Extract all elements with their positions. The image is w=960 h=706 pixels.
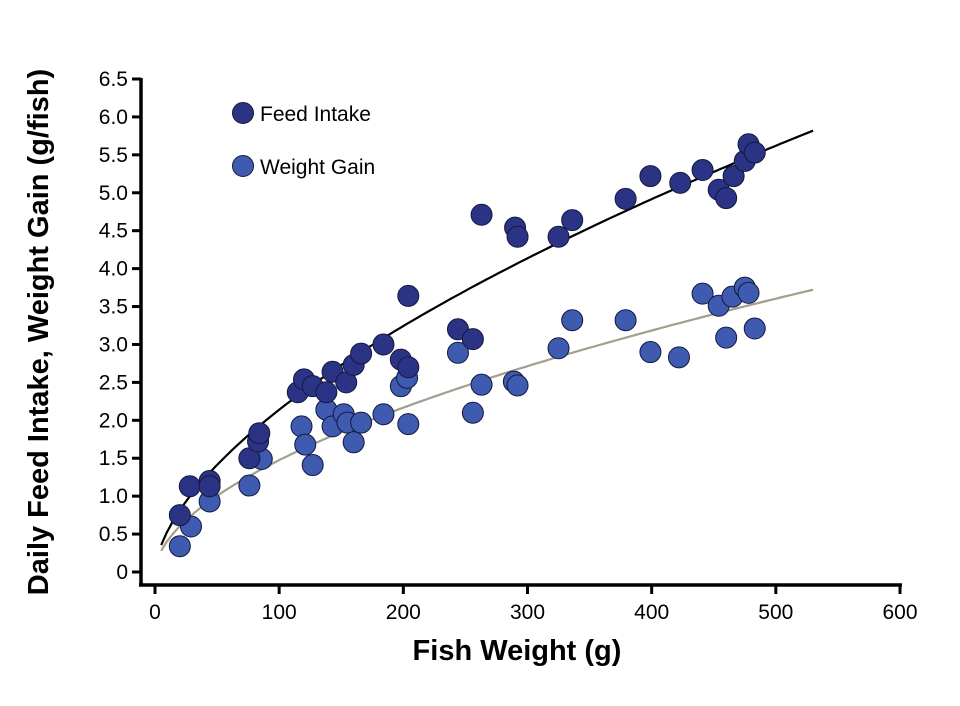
y-tick-label: 1.5 <box>99 447 128 470</box>
point-weight-gain <box>290 415 313 438</box>
x-tick-label: 200 <box>386 601 421 624</box>
point-weight-gain <box>547 337 570 360</box>
y-tick-label: 6.5 <box>99 68 128 91</box>
point-weight-gain <box>461 401 484 424</box>
legend-label-feed-intake: Feed Intake <box>260 103 371 126</box>
point-weight-gain <box>397 413 420 436</box>
point-weight-gain <box>168 535 191 558</box>
point-weight-gain <box>743 317 766 340</box>
point-weight-gain <box>350 411 373 434</box>
legend-marker-feed-intake <box>232 102 254 124</box>
point-feed-intake <box>198 475 221 498</box>
y-tick-label: 5.5 <box>99 144 128 167</box>
point-weight-gain <box>715 326 738 349</box>
y-tick-label: 2.5 <box>99 371 128 394</box>
point-weight-gain <box>639 341 662 364</box>
y-tick-label: 0.5 <box>99 523 128 546</box>
point-feed-intake <box>743 141 766 164</box>
point-feed-intake <box>561 209 584 232</box>
data-points <box>168 133 766 558</box>
point-weight-gain <box>470 373 493 396</box>
point-weight-gain <box>446 341 469 364</box>
x-tick-label: 100 <box>262 601 297 624</box>
point-feed-intake <box>350 342 373 365</box>
point-weight-gain <box>561 309 584 332</box>
y-tick-label: 2.0 <box>99 409 128 432</box>
point-feed-intake <box>506 225 529 248</box>
point-feed-intake <box>614 187 637 210</box>
point-weight-gain <box>667 346 690 369</box>
point-weight-gain <box>238 474 261 497</box>
point-feed-intake <box>397 356 420 379</box>
point-feed-intake <box>470 203 493 226</box>
x-tick-label: 300 <box>510 601 545 624</box>
legend-marker-weight-gain <box>232 155 254 177</box>
point-feed-intake <box>397 284 420 307</box>
y-tick-label: 1.0 <box>99 485 128 508</box>
x-tick-label: 400 <box>634 601 669 624</box>
x-tick-label: 600 <box>882 601 917 624</box>
point-weight-gain <box>737 281 760 304</box>
y-tick-label: 6.0 <box>99 106 128 129</box>
point-feed-intake <box>691 159 714 182</box>
x-axis-title: Fish Weight (g) <box>413 635 622 667</box>
x-axis-ticks: 0 100 200 300 400 500 600 <box>149 585 918 624</box>
point-feed-intake <box>178 475 201 498</box>
point-weight-gain <box>294 433 317 456</box>
point-feed-intake <box>722 165 745 188</box>
point-weight-gain <box>506 374 529 397</box>
point-weight-gain <box>342 431 365 454</box>
y-tick-label: 4.0 <box>99 258 128 281</box>
y-axis-ticks: 0 0.5 1.0 1.5 2.0 2.5 3.0 3.5 4.0 4.5 5.0 5.5 6.0 6.5 <box>99 68 141 584</box>
point-feed-intake <box>372 333 395 356</box>
y-tick-label: 5.0 <box>99 182 128 205</box>
point-feed-intake <box>639 165 662 188</box>
point-weight-gain <box>691 282 714 305</box>
y-tick-label: 0 <box>116 561 128 584</box>
point-weight-gain <box>372 403 395 426</box>
point-weight-gain <box>301 454 324 477</box>
x-tick-label: 0 <box>149 601 161 624</box>
point-feed-intake <box>315 381 338 404</box>
point-feed-intake <box>248 422 271 445</box>
y-tick-label: 4.5 <box>99 220 128 243</box>
point-feed-intake <box>669 171 692 194</box>
trend-line-weight-gain <box>160 288 814 552</box>
point-feed-intake <box>715 187 738 210</box>
point-feed-intake <box>168 504 191 527</box>
y-tick-label: 3.5 <box>99 296 128 319</box>
point-feed-intake <box>461 328 484 351</box>
y-tick-label: 3.0 <box>99 333 128 356</box>
y-axis-title: Daily Feed Intake, Weight Gain (g/fish) <box>23 69 55 595</box>
legend-label-weight-gain: Weight Gain <box>260 156 375 179</box>
point-feed-intake <box>547 225 570 248</box>
legend: Feed Intake Weight Gain <box>232 102 375 179</box>
point-weight-gain <box>614 309 637 332</box>
x-tick-label: 500 <box>758 601 793 624</box>
